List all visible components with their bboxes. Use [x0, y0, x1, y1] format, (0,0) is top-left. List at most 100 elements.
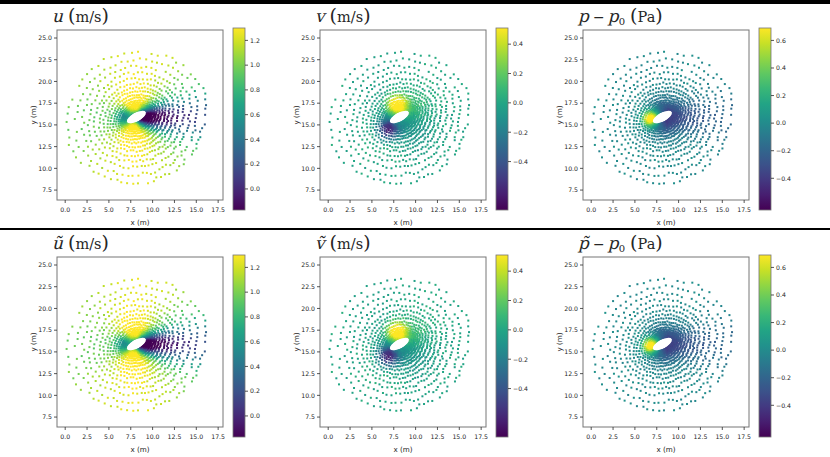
- x-axis-label: x (m): [130, 445, 149, 454]
- svg-text:0.0: 0.0: [60, 206, 70, 213]
- svg-text:0.4: 0.4: [513, 267, 523, 274]
- svg-text:2.5: 2.5: [345, 206, 355, 213]
- svg-text:0.2: 0.2: [513, 70, 523, 77]
- svg-text:2.5: 2.5: [82, 206, 92, 213]
- svg-text:ṽ(m/s): ṽ(m/s): [315, 231, 371, 253]
- scatter-points: [66, 278, 207, 412]
- svg-text:5.0: 5.0: [630, 206, 640, 213]
- svg-text:12.5: 12.5: [168, 433, 182, 440]
- colorbar: 0.60.40.20.0−0.2−0.4: [759, 255, 791, 437]
- svg-text:25.0: 25.0: [38, 261, 52, 268]
- svg-text:0.2: 0.2: [250, 160, 260, 167]
- svg-text:12.5: 12.5: [564, 370, 578, 377]
- x-axis-label: x (m): [656, 218, 675, 227]
- svg-text:0.0: 0.0: [586, 206, 596, 213]
- svg-text:25.0: 25.0: [564, 34, 578, 41]
- svg-text:17.5: 17.5: [211, 433, 225, 440]
- svg-text:−0.2: −0.2: [776, 147, 791, 154]
- svg-text:0.2: 0.2: [513, 297, 523, 304]
- svg-text:0.2: 0.2: [776, 92, 786, 99]
- svg-text:17.5: 17.5: [211, 206, 225, 213]
- x-axis: 0.02.55.07.510.012.515.017.5x (m): [60, 200, 225, 227]
- svg-text:25.0: 25.0: [301, 261, 315, 268]
- svg-text:20.0: 20.0: [564, 305, 578, 312]
- svg-text:22.5: 22.5: [38, 283, 52, 290]
- svg-text:−0.2: −0.2: [776, 374, 791, 381]
- svg-text:7.5: 7.5: [42, 413, 52, 420]
- y-axis: 25.022.520.017.515.012.510.07.5y (m): [29, 34, 57, 193]
- colorbar: 0.40.20.0−0.2−0.4: [496, 28, 528, 210]
- plot-title: p̃− p0 (Pa): [577, 231, 663, 254]
- svg-text:1.0: 1.0: [250, 61, 260, 68]
- svg-text:10.0: 10.0: [409, 206, 423, 213]
- subplot-v: v(m/s)0.02.55.07.510.012.515.017.5x (m)2…: [263, 4, 567, 230]
- x-axis-label: x (m): [393, 445, 412, 454]
- y-axis: 25.022.520.017.515.012.510.07.5y (m): [555, 261, 583, 420]
- svg-text:15.0: 15.0: [38, 348, 52, 355]
- svg-text:7.5: 7.5: [42, 186, 52, 193]
- svg-text:17.5: 17.5: [564, 99, 578, 106]
- svg-text:0.0: 0.0: [323, 206, 333, 213]
- y-axis-label: y (m): [555, 105, 564, 124]
- svg-text:10.0: 10.0: [38, 392, 52, 399]
- svg-text:25.0: 25.0: [564, 261, 578, 268]
- figure: u(m/s)0.02.55.07.510.012.515.017.5x (m)2…: [0, 0, 830, 457]
- svg-text:22.5: 22.5: [301, 56, 315, 63]
- svg-text:15.0: 15.0: [301, 121, 315, 128]
- svg-text:15.0: 15.0: [38, 121, 52, 128]
- svg-text:10.0: 10.0: [38, 165, 52, 172]
- svg-text:−0.4: −0.4: [776, 175, 791, 182]
- svg-text:17.5: 17.5: [474, 206, 488, 213]
- y-axis: 25.022.520.017.515.012.510.07.5y (m): [292, 34, 320, 193]
- y-axis: 25.022.520.017.515.012.510.07.5y (m): [555, 34, 583, 193]
- svg-text:12.5: 12.5: [301, 370, 315, 377]
- svg-text:20.0: 20.0: [38, 78, 52, 85]
- svg-text:12.5: 12.5: [431, 433, 445, 440]
- svg-text:25.0: 25.0: [301, 34, 315, 41]
- colorbar: 1.21.00.80.60.40.20.0: [233, 255, 260, 437]
- svg-text:0.2: 0.2: [250, 387, 260, 394]
- svg-text:15.0: 15.0: [189, 206, 203, 213]
- svg-text:10.0: 10.0: [146, 433, 160, 440]
- svg-text:0.6: 0.6: [776, 37, 786, 44]
- subplot-p: p− p0 (Pa)0.02.55.07.510.012.515.017.5x …: [526, 4, 830, 230]
- svg-text:0.4: 0.4: [513, 40, 523, 47]
- svg-text:0.0: 0.0: [776, 346, 786, 353]
- svg-text:5.0: 5.0: [104, 206, 114, 213]
- y-axis-label: y (m): [29, 105, 38, 124]
- svg-text:15.0: 15.0: [564, 348, 578, 355]
- x-axis: 0.02.55.07.510.012.515.017.5x (m): [60, 427, 225, 454]
- svg-text:7.5: 7.5: [568, 186, 578, 193]
- y-axis-label: y (m): [29, 332, 38, 351]
- svg-text:10.0: 10.0: [409, 433, 423, 440]
- x-axis-label: x (m): [130, 218, 149, 227]
- svg-text:22.5: 22.5: [301, 283, 315, 290]
- svg-text:ũ(m/s): ũ(m/s): [52, 231, 109, 253]
- svg-text:12.5: 12.5: [694, 206, 708, 213]
- svg-text:2.5: 2.5: [608, 206, 618, 213]
- svg-text:7.5: 7.5: [652, 206, 662, 213]
- plot-title: v(m/s): [315, 4, 371, 26]
- svg-text:17.5: 17.5: [301, 326, 315, 333]
- svg-text:7.5: 7.5: [389, 433, 399, 440]
- svg-text:0.2: 0.2: [776, 319, 786, 326]
- svg-text:10.0: 10.0: [564, 165, 578, 172]
- svg-text:1.2: 1.2: [250, 264, 260, 271]
- svg-text:10.0: 10.0: [672, 433, 686, 440]
- svg-text:20.0: 20.0: [38, 305, 52, 312]
- svg-text:25.0: 25.0: [38, 34, 52, 41]
- svg-text:17.5: 17.5: [737, 206, 751, 213]
- svg-text:0.4: 0.4: [776, 64, 786, 71]
- svg-text:5.0: 5.0: [367, 433, 377, 440]
- svg-text:−0.4: −0.4: [776, 402, 791, 409]
- svg-text:15.0: 15.0: [189, 433, 203, 440]
- svg-text:12.5: 12.5: [301, 143, 315, 150]
- svg-text:7.5: 7.5: [389, 206, 399, 213]
- plot-title: p− p0 (Pa): [577, 4, 663, 27]
- subplot-u-filtered: ũ(m/s)0.02.55.07.510.012.515.017.5x (m)…: [0, 231, 304, 457]
- svg-text:22.5: 22.5: [564, 56, 578, 63]
- svg-text:22.5: 22.5: [564, 283, 578, 290]
- scatter-points: [592, 278, 733, 412]
- svg-text:5.0: 5.0: [104, 433, 114, 440]
- subplot-u: u(m/s)0.02.55.07.510.012.515.017.5x (m)2…: [0, 4, 304, 230]
